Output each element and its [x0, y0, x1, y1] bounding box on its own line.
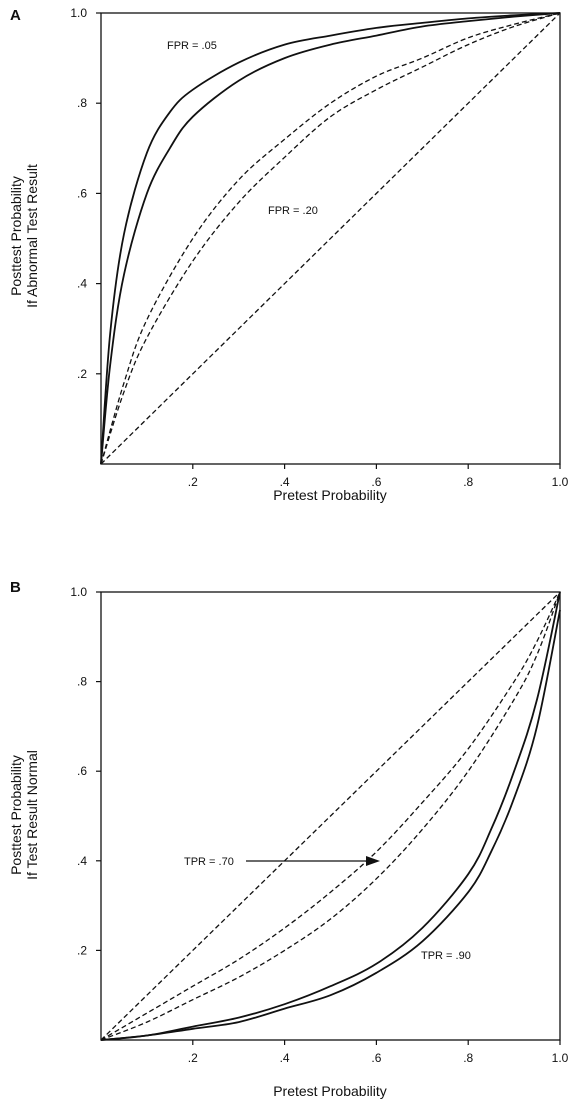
x-tick-label-a: 1.0	[552, 475, 569, 489]
annotation-tpr-90: TPR = .90	[421, 950, 471, 962]
x-tick-label-a: .6	[371, 475, 381, 489]
x-tick-label-a: .4	[280, 475, 290, 489]
series-line-b-4	[100, 591, 561, 1041]
series-line-a-2	[100, 12, 561, 465]
annotation-fpr-20: FPR = .20	[268, 205, 318, 217]
panel-label-b: B	[10, 579, 21, 596]
y-axis-label-a-line1: Posttest Probability	[8, 176, 24, 296]
y-tick-label-a: .4	[77, 277, 87, 291]
plot-layer: .2 .4 .6 .8 1.0 .2 .4 .6 .8 1.0 .2 .4 .6 .8 1.0 .2 .4 .6.…	[70, 6, 568, 1065]
y-axis-label-b-line2: If Test Result Normal	[24, 750, 40, 880]
y-tick-label-b: .2	[77, 943, 87, 957]
tpr-70-arrow-head	[366, 856, 380, 866]
x-tick-label-a: .8	[463, 475, 473, 489]
x-axis-label-a: Pretest Probability	[273, 487, 387, 503]
y-tick-label-b: .4	[77, 854, 87, 868]
series-line-a-5	[100, 12, 561, 465]
x-tick-label-b: .2	[188, 1051, 198, 1065]
x-axis-label-b: Pretest Probability	[273, 1083, 387, 1099]
annotation-tpr-70: TPR = .70	[184, 856, 234, 868]
x-tick-label-b: 1.0	[552, 1051, 569, 1065]
y-axis-label-a-line2: If Abnormal Test Result	[24, 164, 40, 308]
x-tick-label-b: .6	[371, 1051, 381, 1065]
series-line-b-3	[100, 591, 561, 1041]
y-axis-label-b-line1: Posttest Probability	[8, 755, 24, 875]
annotation-fpr-05: FPR = .05	[167, 40, 217, 52]
x-tick-label-a: .2	[188, 475, 198, 489]
x-tick-label-b: .4	[280, 1051, 290, 1065]
series-line-a-1	[100, 12, 561, 465]
y-tick-label-a: .2	[77, 367, 87, 381]
plot-frame-a	[100, 12, 561, 465]
series-line-b-1	[100, 591, 561, 1041]
plot-frame-b	[100, 591, 561, 1041]
series-line-a-4	[100, 12, 561, 465]
y-tick-label-b: .6	[77, 764, 87, 778]
series-line-a-3	[100, 12, 561, 465]
y-tick-label-b: 1.0	[70, 585, 87, 599]
panel-label-a: A	[10, 7, 21, 24]
y-tick-label-b: .8	[77, 675, 87, 689]
y-tick-label-a: 1.0	[70, 6, 87, 20]
x-tick-label-b: .8	[463, 1051, 473, 1065]
y-tick-label-a: .6	[77, 186, 87, 200]
series-line-b-2	[100, 591, 561, 1041]
y-tick-label-a: .8	[77, 96, 87, 110]
series-line-b-5	[100, 609, 561, 1041]
